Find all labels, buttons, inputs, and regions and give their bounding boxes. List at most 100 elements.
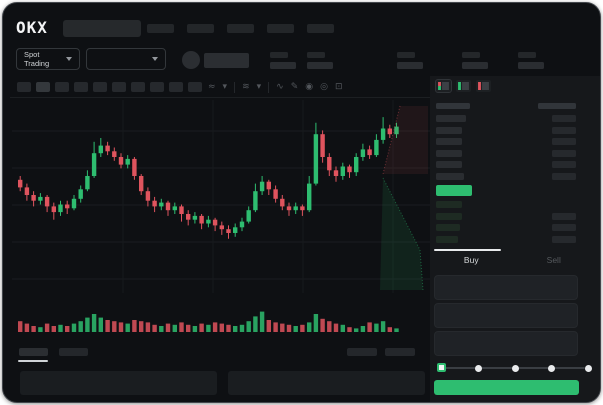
depth-overlay — [371, 98, 429, 298]
timeframe-button[interactable] — [17, 82, 31, 92]
slider-stop[interactable] — [585, 364, 592, 372]
timeframe-bar — [17, 82, 202, 92]
chart-toolbar-icons: ≈ ▾ ≋ ▾ ∿ ✎ ◉ ◎ ⊡ — [208, 80, 343, 94]
tab-buy[interactable]: Buy — [430, 249, 513, 271]
ticker-stat — [462, 52, 488, 69]
last-price-bar — [436, 185, 472, 196]
ask-row[interactable] — [436, 159, 576, 171]
bottom-chip[interactable] — [385, 348, 415, 356]
bid-row[interactable] — [436, 234, 576, 246]
amount-slider[interactable] — [434, 361, 592, 375]
book-view-asks-icon[interactable] — [476, 80, 491, 92]
slider-stop[interactable] — [474, 364, 482, 372]
market-type-label: Spot Trading — [24, 50, 50, 68]
toolbar-separator — [268, 81, 270, 93]
bid-row[interactable] — [436, 199, 576, 211]
stat-label-placeholder — [462, 52, 480, 58]
active-tab-indicator — [434, 249, 501, 251]
search-input[interactable] — [63, 20, 141, 37]
book-view-split-icon[interactable] — [435, 79, 452, 93]
timeframe-button[interactable] — [74, 82, 88, 92]
pair-name-placeholder — [204, 53, 249, 68]
ask-row[interactable] — [436, 136, 576, 148]
nav-item[interactable] — [227, 24, 254, 33]
bottom-chip[interactable] — [347, 348, 377, 356]
indicator-icon[interactable]: ≈ — [208, 82, 216, 92]
divider — [10, 97, 430, 98]
pair-dropdown[interactable] — [86, 48, 166, 70]
order-form-field[interactable] — [434, 331, 578, 356]
top-nav — [147, 24, 334, 33]
buy-tab-label: Buy — [463, 255, 479, 265]
ask-row[interactable] — [436, 171, 576, 183]
order-book — [436, 99, 576, 245]
ask-row[interactable] — [436, 125, 576, 137]
stat-label-placeholder — [397, 52, 415, 58]
bottom-tab-active[interactable] — [19, 348, 48, 356]
timeframe-button[interactable] — [188, 82, 202, 92]
market-type-dropdown[interactable]: Spot Trading — [16, 48, 80, 70]
fullscreen-icon[interactable]: ⊡ — [334, 82, 343, 92]
stat-value-placeholder — [270, 62, 296, 69]
stat-value-placeholder — [397, 62, 423, 69]
timeframe-button[interactable] — [150, 82, 164, 92]
slider-stop[interactable] — [511, 364, 519, 372]
chevron-down-icon — [152, 57, 158, 61]
sell-tab-label: Sell — [546, 255, 561, 265]
settings-icon[interactable]: ◎ — [320, 82, 328, 92]
toolbar-separator — [234, 81, 236, 93]
stat-label-placeholder — [270, 52, 288, 58]
tab-sell[interactable]: Sell — [513, 249, 596, 271]
buy-button[interactable] — [434, 380, 579, 395]
order-form-field[interactable] — [434, 275, 578, 300]
volume-bars — [10, 295, 433, 335]
timeframe-button[interactable] — [93, 82, 107, 92]
ticker-stat — [518, 52, 544, 69]
chevron-down-icon[interactable]: ▾ — [256, 82, 262, 92]
okx-logo[interactable]: OKX — [16, 18, 48, 37]
nav-item[interactable] — [307, 24, 334, 33]
bottom-panel — [20, 371, 217, 395]
timeframe-button[interactable] — [112, 82, 126, 92]
candlestick-chart[interactable] — [10, 98, 433, 298]
timeframe-button[interactable] — [36, 82, 50, 92]
nav-item[interactable] — [147, 24, 174, 33]
ask-row[interactable] — [436, 148, 576, 160]
order-book-panel: Buy Sell — [430, 76, 600, 402]
stat-value-placeholder — [462, 62, 488, 69]
timeframe-button[interactable] — [169, 82, 183, 92]
nav-item[interactable] — [187, 24, 214, 33]
slider-stop[interactable] — [548, 364, 556, 372]
ticker-stat — [397, 52, 423, 69]
instrument-icon — [182, 51, 200, 69]
chevron-down-icon[interactable]: ▾ — [222, 82, 228, 92]
bottom-panel — [228, 371, 425, 395]
stat-label-placeholder — [307, 52, 325, 58]
slider-handle[interactable] — [437, 363, 446, 372]
order-book-header — [436, 99, 576, 113]
camera-icon[interactable]: ◉ — [305, 82, 314, 92]
order-form-field[interactable] — [434, 303, 578, 328]
ticker-stat — [307, 52, 333, 69]
bid-row[interactable] — [436, 211, 576, 223]
trade-tabs: Buy Sell — [430, 249, 595, 271]
timeframe-button[interactable] — [55, 82, 69, 92]
timeframe-button[interactable] — [131, 82, 145, 92]
ticker-stat — [270, 52, 296, 69]
bottom-tab-indicator — [18, 360, 48, 362]
book-view-bids-icon[interactable] — [456, 80, 471, 92]
stat-value-placeholder — [518, 62, 544, 69]
draw-icon[interactable]: ✎ — [290, 82, 299, 92]
line-style-icon[interactable]: ≋ — [242, 82, 250, 92]
bottom-tab[interactable] — [59, 348, 88, 356]
book-view-switcher — [435, 79, 491, 93]
wave-icon[interactable]: ∿ — [276, 82, 284, 92]
stat-label-placeholder — [518, 52, 536, 58]
chevron-down-icon — [66, 57, 72, 61]
bid-row[interactable] — [436, 222, 576, 234]
ask-row[interactable] — [436, 113, 576, 125]
nav-item[interactable] — [267, 24, 294, 33]
stat-value-placeholder — [307, 62, 333, 69]
